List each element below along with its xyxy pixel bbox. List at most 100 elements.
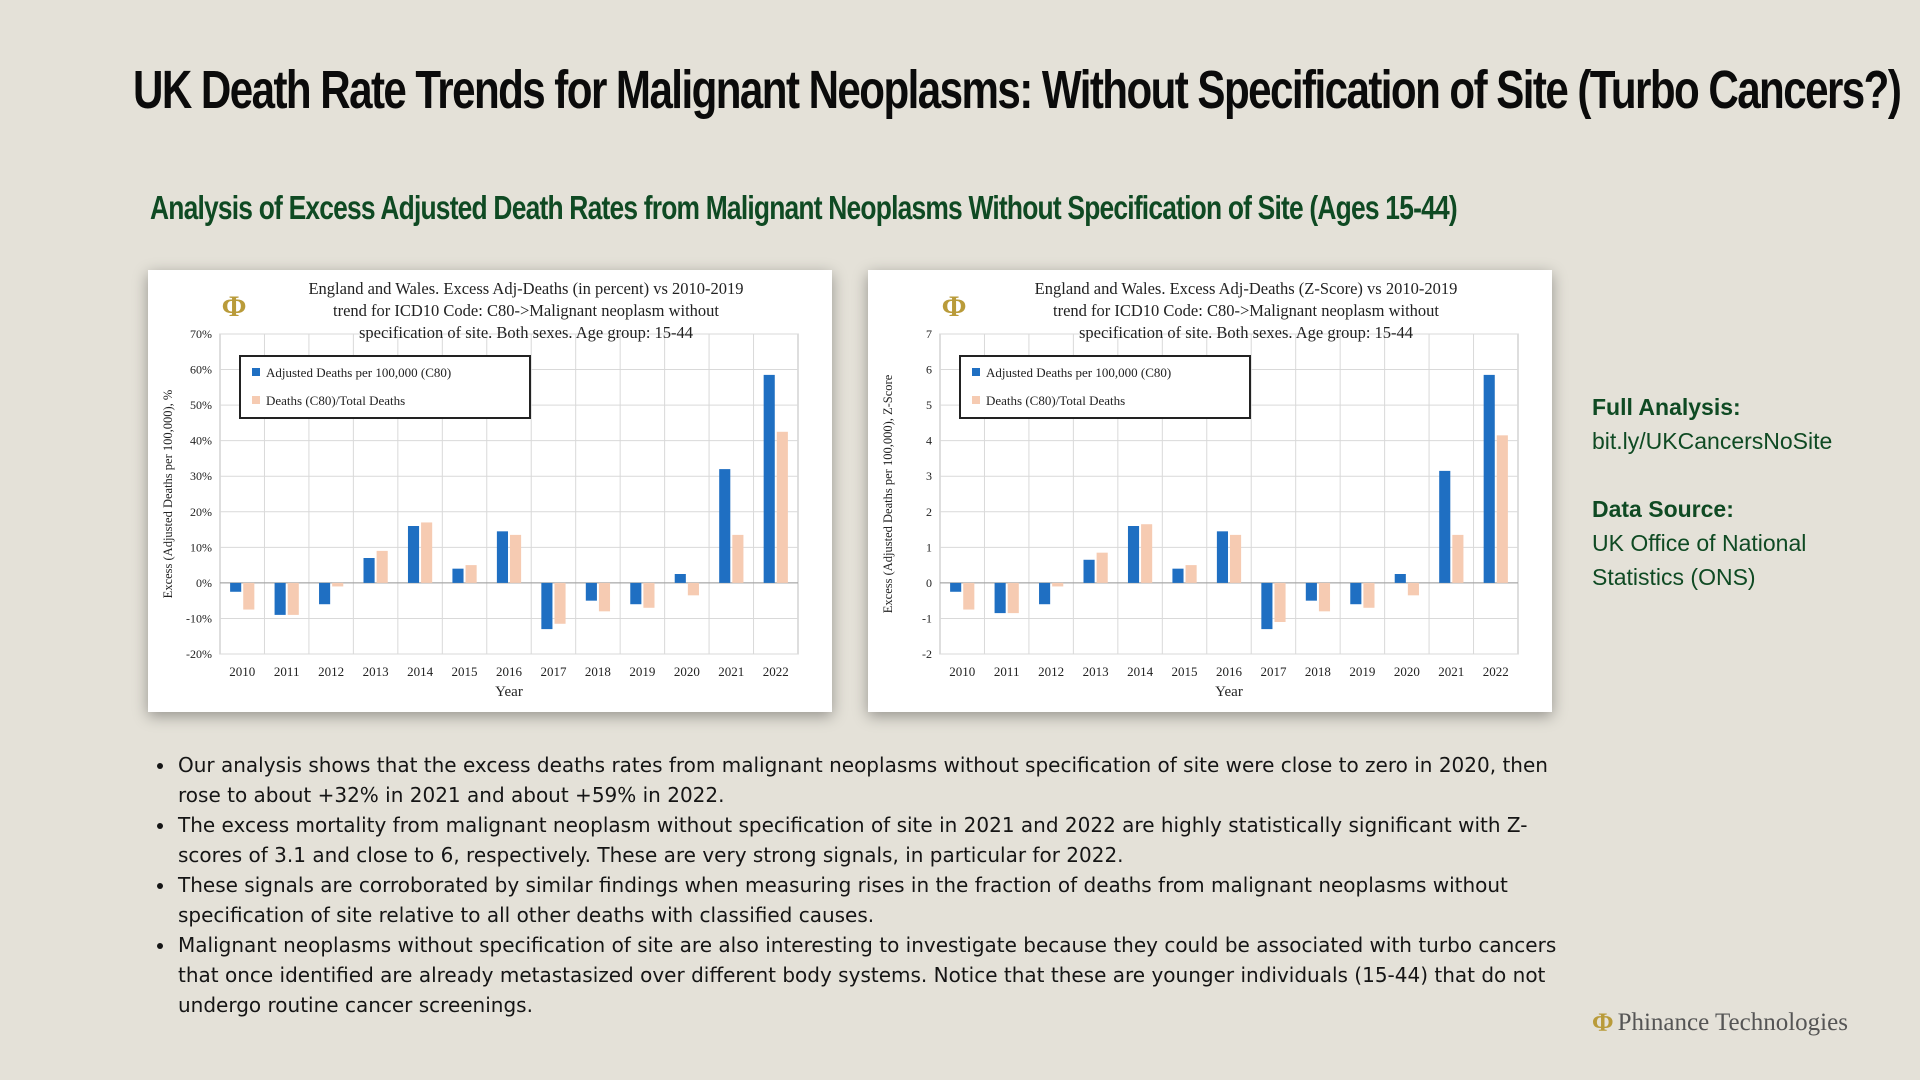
legend-swatch-fraction bbox=[972, 396, 980, 404]
y-tick-label: -10% bbox=[186, 611, 212, 625]
y-tick-label: 3 bbox=[926, 469, 932, 483]
x-tick-label: 2022 bbox=[763, 664, 789, 679]
bar-adjusted-deaths bbox=[1127, 526, 1140, 583]
bar-deaths-fraction bbox=[1452, 534, 1464, 583]
chart-percent-svg: -20% -10% 0% 10% 20% 30% 40% 50% 60% 70% 2010 2011 2… bbox=[161, 279, 799, 700]
bar-adjusted-deaths bbox=[230, 582, 242, 592]
page-title: UK Death Rate Trends for Malignant Neopl… bbox=[133, 60, 1902, 120]
bar-adjusted-deaths bbox=[363, 558, 375, 583]
x-tick-label: 2013 bbox=[1083, 664, 1109, 679]
bar-adjusted-deaths bbox=[1261, 582, 1273, 630]
y-tick-label: -20% bbox=[186, 647, 212, 661]
bar-deaths-fraction bbox=[1007, 582, 1019, 614]
bar-deaths-fraction bbox=[1318, 582, 1331, 612]
chart-title-line: specification of site. Both sexes. Age g… bbox=[1079, 323, 1413, 342]
bar-deaths-fraction bbox=[1096, 552, 1108, 583]
y-tick-label: 5 bbox=[926, 398, 932, 412]
bar-adjusted-deaths bbox=[1394, 574, 1406, 583]
legend-swatch-adjusted bbox=[972, 368, 980, 376]
brand-footer: Φ Phinance Technologies bbox=[1592, 1008, 1892, 1038]
y-tick-label: 0 bbox=[926, 576, 932, 590]
x-tick-label: 2014 bbox=[1127, 664, 1154, 679]
bar-deaths-fraction bbox=[332, 582, 344, 587]
legend-swatch-fraction bbox=[252, 396, 260, 404]
bar-adjusted-deaths bbox=[950, 582, 962, 592]
y-tick-label: 40% bbox=[190, 434, 212, 448]
x-tick-label: 2011 bbox=[274, 664, 300, 679]
bar-deaths-fraction bbox=[510, 534, 522, 583]
full-analysis-link[interactable]: bit.ly/UKCancersNoSite bbox=[1592, 428, 1833, 454]
data-source-line2: Statistics (ONS) bbox=[1592, 564, 1756, 590]
legend-box bbox=[239, 355, 531, 419]
bar-deaths-fraction bbox=[776, 431, 788, 583]
bar-adjusted-deaths bbox=[274, 582, 286, 615]
chart-zscore: -2 -1 0 1 2 3 4 5 6 7 2010 2011 2012 2013 2014 2015 2016… bbox=[868, 270, 1552, 712]
bar-adjusted-deaths bbox=[1083, 559, 1095, 583]
bar-deaths-fraction bbox=[643, 582, 655, 608]
y-tick-label: 2 bbox=[926, 505, 932, 519]
bar-adjusted-deaths bbox=[1350, 582, 1362, 605]
x-tick-label: 2021 bbox=[1438, 664, 1464, 679]
bar-deaths-fraction bbox=[1185, 565, 1197, 583]
chart-title-line: England and Wales. Excess Adj-Deaths (Z-… bbox=[1035, 279, 1458, 298]
x-tick-label: 2019 bbox=[1349, 664, 1375, 679]
legend-swatch-adjusted bbox=[252, 368, 260, 376]
bar-adjusted-deaths bbox=[1172, 568, 1184, 583]
x-tick-label: 2012 bbox=[1038, 664, 1064, 679]
x-tick-label: 2011 bbox=[994, 664, 1020, 679]
y-tick-label: 30% bbox=[190, 469, 212, 483]
x-tick-label: 2012 bbox=[318, 664, 344, 679]
chart-title-line: trend for ICD10 Code: C80->Malignant neo… bbox=[1053, 301, 1439, 320]
chart-title-line: England and Wales. Excess Adj-Deaths (in… bbox=[308, 279, 743, 298]
y-tick-label: 10% bbox=[190, 540, 212, 554]
bar-deaths-fraction bbox=[243, 582, 255, 610]
bar-deaths-fraction bbox=[554, 582, 566, 624]
bar-deaths-fraction bbox=[1230, 534, 1242, 583]
x-tick-label: 2017 bbox=[1260, 664, 1287, 679]
bar-deaths-fraction bbox=[1141, 524, 1153, 583]
data-source-line1: UK Office of National bbox=[1592, 530, 1807, 556]
bar-deaths-fraction bbox=[421, 522, 433, 583]
bar-deaths-fraction bbox=[1363, 582, 1375, 608]
x-tick-label: 2021 bbox=[718, 664, 744, 679]
bar-adjusted-deaths bbox=[407, 526, 420, 583]
x-tick-label: 2018 bbox=[585, 664, 611, 679]
bar-adjusted-deaths bbox=[994, 582, 1006, 614]
x-tick-label: 2018 bbox=[1305, 664, 1331, 679]
y-tick-label: -1 bbox=[922, 611, 932, 625]
full-analysis-label: Full Analysis: bbox=[1592, 394, 1741, 420]
bar-adjusted-deaths bbox=[319, 582, 331, 605]
phinance-logo-icon: Φ bbox=[222, 290, 247, 323]
brand-name: Phinance Technologies bbox=[1617, 1009, 1848, 1036]
finding-item: Our analysis shows that the excess death… bbox=[176, 750, 1576, 810]
bar-adjusted-deaths bbox=[1216, 531, 1228, 583]
x-tick-label: 2015 bbox=[452, 664, 478, 679]
y-axis-label: Excess (Adjusted Deaths per 100,000), Z-… bbox=[881, 374, 895, 613]
legend-label-fraction: Deaths (C80)/Total Deaths bbox=[266, 393, 405, 408]
bar-adjusted-deaths bbox=[585, 582, 597, 601]
legend-label-adjusted: Adjusted Deaths per 100,000 (C80) bbox=[266, 365, 451, 380]
legend-label-adjusted: Adjusted Deaths per 100,000 (C80) bbox=[986, 365, 1171, 380]
bar-adjusted-deaths bbox=[1483, 374, 1495, 583]
bar-deaths-fraction bbox=[1496, 435, 1508, 583]
x-tick-label: 2013 bbox=[363, 664, 389, 679]
y-tick-label: 60% bbox=[190, 363, 212, 377]
bar-deaths-fraction bbox=[963, 582, 975, 610]
bar-deaths-fraction bbox=[687, 582, 699, 596]
x-tick-label: 2015 bbox=[1172, 664, 1198, 679]
y-tick-label: 20% bbox=[190, 505, 212, 519]
bar-deaths-fraction bbox=[1407, 582, 1419, 596]
y-axis-label: Excess (Adjusted Deaths per 100,000), % bbox=[161, 390, 175, 599]
phinance-logo-icon: Φ bbox=[942, 290, 967, 323]
x-axis-label: Year bbox=[1215, 684, 1243, 700]
finding-item: Malignant neoplasms without specificatio… bbox=[176, 930, 1576, 1020]
x-axis-label: Year bbox=[495, 684, 523, 700]
phinance-logo-icon: Φ bbox=[1592, 1008, 1614, 1037]
x-tick-label: 2020 bbox=[674, 664, 700, 679]
bar-deaths-fraction bbox=[287, 582, 299, 615]
bar-deaths-fraction bbox=[1274, 582, 1286, 622]
x-tick-label: 2019 bbox=[629, 664, 655, 679]
legend-box bbox=[959, 355, 1251, 419]
x-tick-label: 2010 bbox=[229, 664, 255, 679]
y-tick-label: 1 bbox=[926, 540, 932, 554]
